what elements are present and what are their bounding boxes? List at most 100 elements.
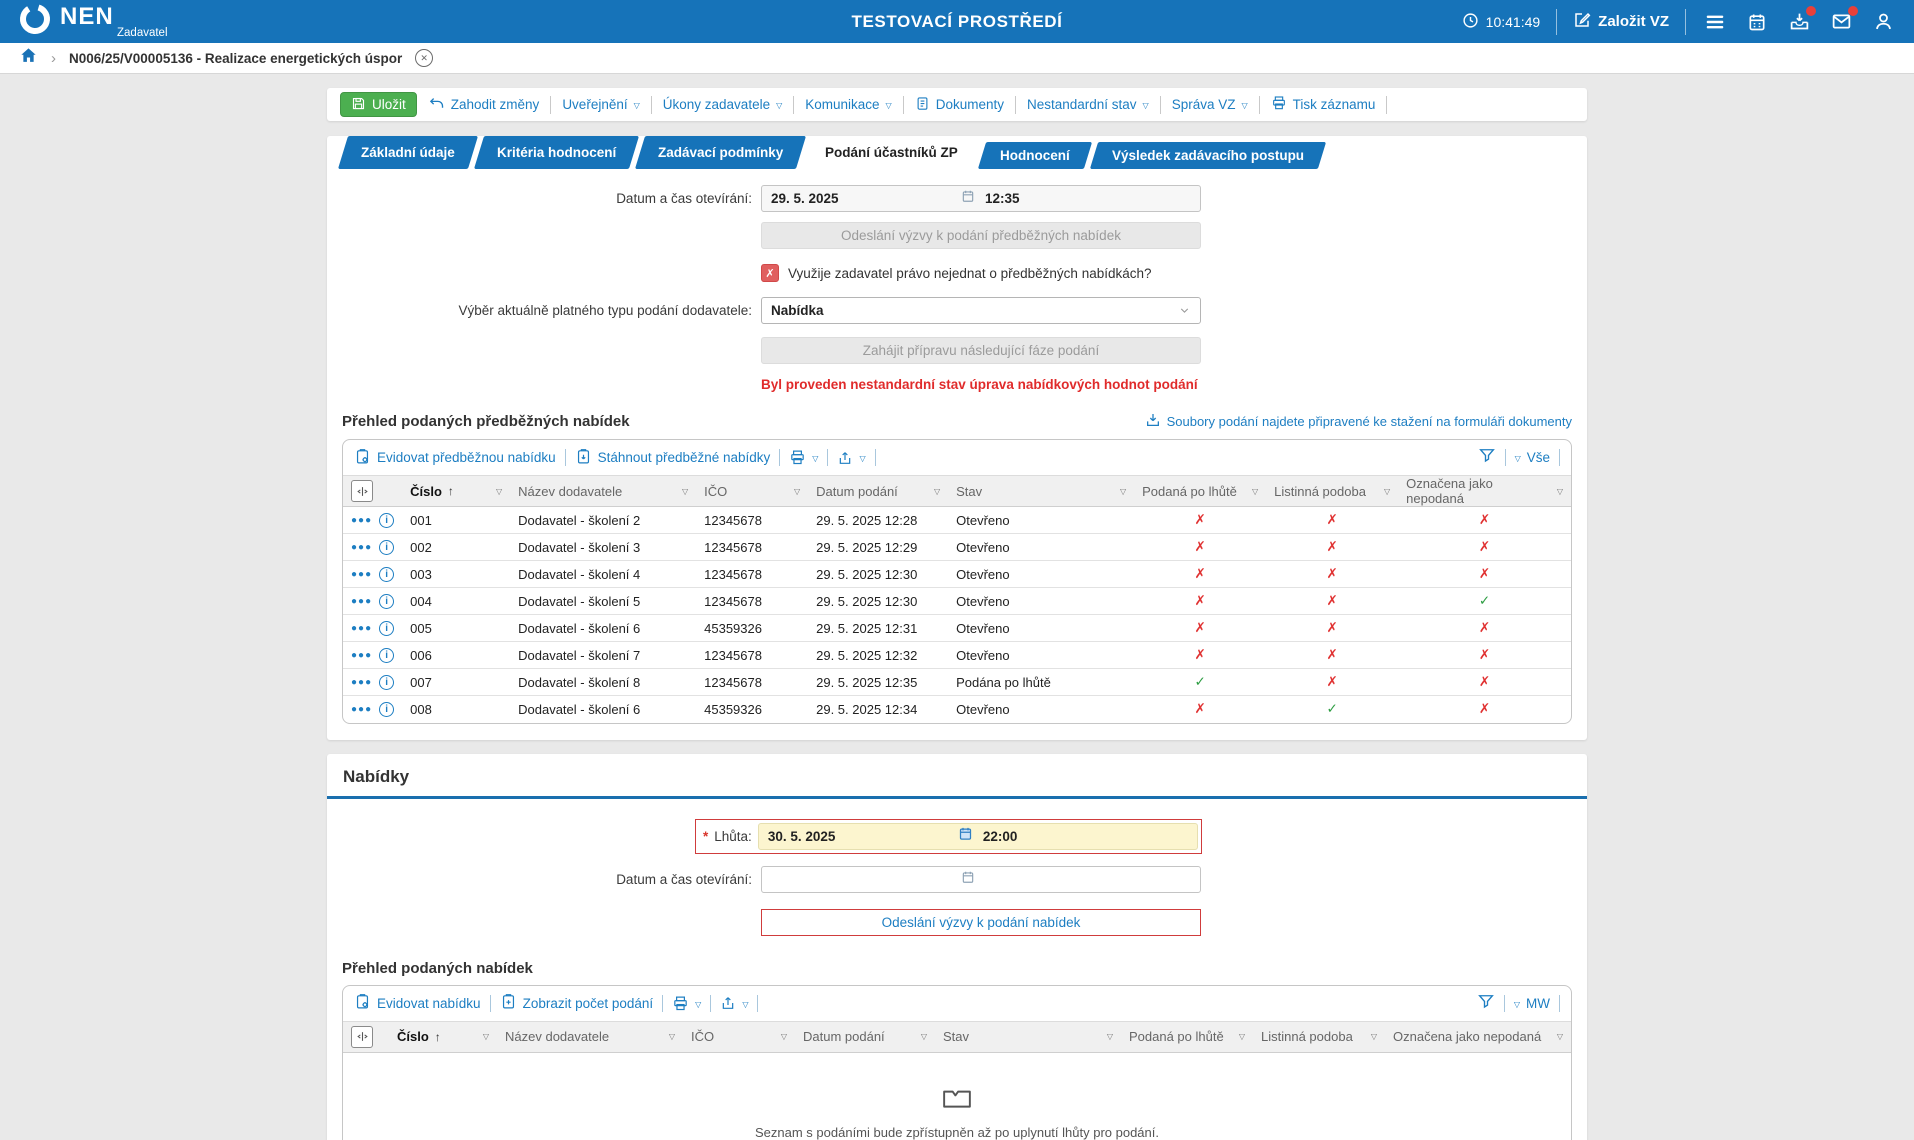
row-menu-icon[interactable]: ●●● — [351, 649, 373, 661]
row-menu-icon[interactable]: ●●● — [351, 514, 373, 526]
opening-time-value[interactable]: 12:35 — [985, 191, 1020, 206]
tab-hodnoceni[interactable]: Hodnocení — [977, 142, 1093, 169]
register-offer-button[interactable]: Evidovat nabídku — [354, 993, 481, 1013]
table-row[interactable]: ●●● i 005 Dodavatel - školení 6 45359326 29.… — [343, 614, 1571, 642]
send-offers-call-button[interactable]: Odeslání výzvy k podání nabídek — [761, 908, 1201, 936]
row-menu-icon[interactable]: ●●● — [351, 676, 373, 688]
col-nazev[interactable]: Název dodavatele ▽ — [510, 475, 697, 507]
contracting-actions-menu[interactable]: Úkony zadavatele ▽ — [662, 97, 783, 112]
col-datum[interactable]: Datum podání ▽ — [795, 1020, 935, 1053]
export-grid-button[interactable]: ▽ — [720, 995, 748, 1011]
info-icon[interactable]: i — [379, 566, 395, 582]
table-row[interactable]: ●●● i 001 Dodavatel - školení 2 12345678 29.… — [343, 506, 1571, 534]
register-preliminary-offer-button[interactable]: Evidovat předběžnou nabídku — [354, 448, 556, 468]
filter-caret-icon[interactable]: ▽ — [1238, 1032, 1245, 1041]
col-po-lhute[interactable]: Podaná po lhůtě ▽ — [1134, 475, 1267, 507]
col-nepodana[interactable]: Označena jako nepodaná ▽ — [1398, 475, 1571, 507]
calendar-icon[interactable] — [1744, 9, 1770, 35]
column-settings-icon[interactable] — [351, 1025, 373, 1048]
info-icon[interactable]: i — [379, 539, 395, 555]
mail-icon[interactable] — [1828, 5, 1858, 35]
info-icon[interactable]: i — [379, 674, 395, 690]
row-menu-icon[interactable]: ●●● — [351, 568, 373, 580]
tab-vysledek[interactable]: Výsledek zadávacího postupu — [1089, 142, 1327, 169]
col-datum[interactable]: Datum podání ▽ — [808, 475, 949, 507]
col-cislo[interactable]: Číslo ↑ ▽ — [389, 1020, 497, 1053]
submission-files-link[interactable]: Soubory podání najdete připravené ke sta… — [1145, 412, 1572, 431]
col-nazev[interactable]: Název dodavatele ▽ — [497, 1020, 683, 1053]
tab-zadavaci-podminky[interactable]: Zadávací podmínky — [635, 136, 807, 169]
deadline-datetime-field[interactable]: 30. 5. 2025 22:00 — [757, 822, 1198, 850]
filter-caret-icon[interactable]: ▽ — [495, 486, 503, 496]
info-icon[interactable]: i — [379, 701, 395, 717]
col-ico[interactable]: IČO ▽ — [683, 1020, 795, 1053]
filter-caret-icon[interactable]: ▽ — [1106, 1032, 1113, 1041]
print-grid-button[interactable]: ▽ — [672, 995, 701, 1012]
filter-caret-icon[interactable]: ▽ — [1383, 486, 1391, 496]
table-row[interactable]: ●●● i 003 Dodavatel - školení 4 12345678 29.… — [343, 560, 1571, 588]
filter-caret-icon[interactable]: ▽ — [793, 486, 801, 496]
table-row[interactable]: ●●● i 007 Dodavatel - školení 8 12345678 29.… — [343, 668, 1571, 696]
row-menu-icon[interactable]: ●●● — [351, 595, 373, 607]
table-row[interactable]: ●●● i 004 Dodavatel - školení 5 12345678 29.… — [343, 587, 1571, 615]
col-stav[interactable]: Stav ▽ — [935, 1020, 1121, 1053]
info-icon[interactable]: i — [379, 593, 395, 609]
filter-caret-icon[interactable]: ▽ — [1119, 486, 1127, 496]
filter-caret-icon[interactable]: ▽ — [1251, 486, 1259, 496]
table-row[interactable]: ●●● i 002 Dodavatel - školení 3 12345678 29.… — [343, 533, 1571, 561]
row-menu-icon[interactable]: ●●● — [351, 541, 373, 553]
col-listinna[interactable]: Listinná podoba ▽ — [1266, 475, 1399, 507]
submission-type-select[interactable]: Nabídka — [761, 297, 1201, 324]
calendar-small-icon[interactable] — [961, 189, 975, 208]
filter-caret-icon[interactable]: ▽ — [681, 486, 689, 496]
calendar-small-icon[interactable] — [961, 870, 975, 889]
print-record-button[interactable]: Tisk záznamu — [1271, 95, 1375, 114]
close-record-icon[interactable]: ✕ — [415, 49, 434, 67]
filter-caret-icon[interactable]: ▽ — [780, 1032, 787, 1041]
col-nepodana[interactable]: Označena jako nepodaná ▽ — [1385, 1020, 1571, 1053]
table-row[interactable]: ●●● i 006 Dodavatel - školení 7 12345678 29.… — [343, 641, 1571, 669]
tab-podani-ucastniku[interactable]: Podání účastníků ZP — [802, 136, 982, 169]
deadline-time-value[interactable]: 22:00 — [982, 828, 1018, 844]
export-grid-button[interactable]: ▽ — [837, 450, 866, 466]
documents-button[interactable]: Dokumenty — [915, 96, 1004, 114]
table-row[interactable]: ●●● i 008 Dodavatel - školení 6 45359326 29.… — [343, 696, 1571, 723]
view-selector[interactable]: ▽ Vše — [1514, 450, 1550, 465]
filter-icon[interactable] — [1478, 446, 1496, 469]
show-submission-count-button[interactable]: Zobrazit počet podání — [500, 993, 653, 1013]
row-menu-icon[interactable]: ●●● — [351, 703, 373, 715]
print-grid-button[interactable]: ▽ — [789, 449, 818, 466]
info-icon[interactable]: i — [379, 512, 395, 528]
col-listinna[interactable]: Listinná podoba ▽ — [1253, 1020, 1385, 1053]
user-icon[interactable] — [1870, 9, 1896, 35]
col-po-lhute[interactable]: Podaná po lhůtě ▽ — [1121, 1020, 1253, 1053]
publication-menu[interactable]: Uveřejnění ▽ — [562, 97, 640, 112]
tab-kriteria-hodnoceni[interactable]: Kritéria hodnocení — [473, 136, 640, 169]
discard-changes-button[interactable]: Zahodit změny — [428, 95, 539, 115]
nen-logo[interactable]: NEN Zadavatel — [18, 2, 210, 42]
filter-caret-icon[interactable]: ▽ — [933, 486, 941, 496]
breadcrumb-item[interactable]: N006/25/V00005136 - Realizace energetick… — [69, 50, 403, 66]
no-negotiation-checkbox[interactable]: ✗ — [761, 264, 779, 282]
create-vz-button[interactable]: Založit VZ — [1573, 11, 1669, 33]
tab-zakladni-udaje[interactable]: Základní údaje — [337, 136, 478, 169]
download-preliminary-offers-button[interactable]: Stáhnout předběžné nabídky — [575, 448, 770, 468]
opening-datetime-field[interactable]: 29. 5. 2025 12:35 — [761, 185, 1201, 212]
next-phase-button[interactable]: Zahájit přípravu následující fáze podání — [761, 337, 1201, 364]
filter-caret-icon[interactable]: ▽ — [1556, 486, 1563, 496]
filter-caret-icon[interactable]: ▽ — [1556, 1032, 1563, 1041]
col-stav[interactable]: Stav ▽ — [948, 475, 1135, 507]
view-selector[interactable]: ▽ MW — [1513, 995, 1550, 1011]
filter-caret-icon[interactable]: ▽ — [1370, 1032, 1377, 1041]
save-button[interactable]: Uložit — [340, 92, 417, 117]
filter-caret-icon[interactable]: ▽ — [920, 1032, 927, 1041]
opening-date-value[interactable]: 29. 5. 2025 — [771, 191, 839, 206]
column-settings-icon[interactable] — [351, 480, 373, 502]
row-menu-icon[interactable]: ●●● — [351, 622, 373, 634]
filter-caret-icon[interactable]: ▽ — [482, 1032, 489, 1041]
info-icon[interactable]: i — [379, 647, 395, 663]
send-preliminary-call-button[interactable]: Odeslání výzvy k podání předběžných nabí… — [761, 222, 1201, 249]
deadline-date-value[interactable]: 30. 5. 2025 — [767, 828, 836, 844]
home-icon[interactable] — [19, 46, 38, 70]
filter-caret-icon[interactable]: ▽ — [668, 1032, 675, 1041]
